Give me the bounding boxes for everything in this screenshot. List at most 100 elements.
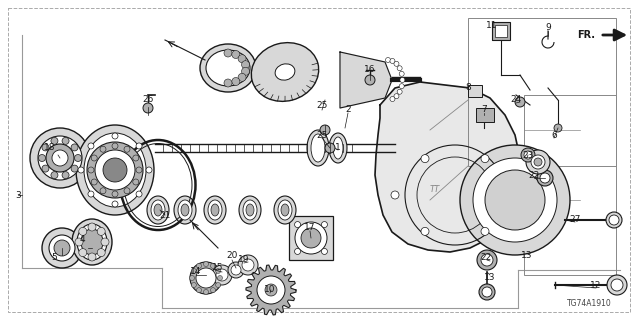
Circle shape — [92, 179, 97, 185]
Ellipse shape — [174, 196, 196, 224]
Text: 14: 14 — [190, 268, 202, 276]
Circle shape — [211, 288, 216, 292]
Text: 25: 25 — [316, 131, 328, 140]
Circle shape — [394, 61, 399, 66]
Circle shape — [320, 125, 330, 135]
Circle shape — [537, 170, 553, 186]
Circle shape — [75, 238, 83, 246]
Circle shape — [78, 167, 84, 173]
Circle shape — [51, 172, 58, 179]
Circle shape — [606, 212, 622, 228]
Circle shape — [38, 155, 45, 162]
Text: 5: 5 — [51, 252, 57, 261]
Circle shape — [515, 97, 525, 107]
Circle shape — [196, 263, 202, 268]
Text: 3: 3 — [15, 190, 21, 199]
Circle shape — [238, 255, 258, 275]
Circle shape — [216, 269, 228, 281]
Circle shape — [146, 167, 152, 173]
Circle shape — [400, 77, 405, 83]
Circle shape — [238, 55, 246, 63]
Bar — [468, 85, 482, 97]
Circle shape — [112, 133, 118, 139]
Circle shape — [399, 71, 404, 76]
Circle shape — [511, 191, 519, 199]
Circle shape — [216, 283, 221, 287]
Ellipse shape — [252, 43, 319, 101]
Circle shape — [534, 158, 542, 166]
Circle shape — [74, 155, 81, 162]
Ellipse shape — [72, 219, 112, 265]
Ellipse shape — [147, 196, 169, 224]
Circle shape — [460, 145, 570, 255]
Circle shape — [238, 73, 246, 81]
Text: 16: 16 — [364, 66, 376, 75]
Ellipse shape — [204, 196, 226, 224]
Circle shape — [385, 58, 390, 62]
Circle shape — [124, 188, 130, 194]
Text: 19: 19 — [238, 255, 250, 265]
Text: 24: 24 — [510, 95, 522, 105]
Bar — [289, 216, 333, 260]
Circle shape — [224, 79, 232, 87]
Ellipse shape — [200, 44, 256, 92]
Text: 15: 15 — [212, 263, 224, 273]
Circle shape — [390, 59, 395, 63]
Circle shape — [196, 268, 216, 288]
Ellipse shape — [239, 196, 261, 224]
Circle shape — [301, 228, 321, 248]
Ellipse shape — [154, 204, 162, 216]
Ellipse shape — [329, 133, 347, 163]
Circle shape — [112, 143, 118, 149]
Circle shape — [485, 170, 545, 230]
Circle shape — [189, 276, 195, 281]
Ellipse shape — [208, 200, 222, 220]
Text: 18: 18 — [44, 143, 56, 153]
Polygon shape — [340, 52, 392, 108]
Circle shape — [257, 276, 285, 304]
Circle shape — [49, 235, 75, 261]
Circle shape — [481, 155, 489, 163]
Bar — [495, 25, 507, 37]
Ellipse shape — [178, 200, 192, 220]
Bar — [492, 22, 510, 40]
Circle shape — [136, 167, 142, 173]
Ellipse shape — [206, 50, 250, 86]
Polygon shape — [375, 82, 520, 252]
Ellipse shape — [211, 204, 219, 216]
Circle shape — [211, 263, 216, 268]
Circle shape — [124, 146, 130, 152]
Text: FR.: FR. — [577, 30, 595, 40]
Text: 23: 23 — [522, 150, 534, 159]
Circle shape — [143, 103, 153, 113]
Circle shape — [479, 284, 495, 300]
Text: TT: TT — [430, 186, 440, 195]
Ellipse shape — [181, 204, 189, 216]
Circle shape — [136, 143, 142, 149]
Circle shape — [88, 167, 94, 173]
Circle shape — [531, 155, 545, 169]
Text: 9: 9 — [545, 23, 551, 33]
Circle shape — [421, 155, 429, 163]
Circle shape — [241, 61, 250, 69]
Circle shape — [526, 150, 550, 174]
Text: 2: 2 — [345, 106, 351, 115]
Ellipse shape — [311, 134, 325, 162]
Text: 20: 20 — [227, 251, 237, 260]
Ellipse shape — [84, 133, 146, 207]
Text: 1: 1 — [335, 143, 341, 153]
Circle shape — [391, 191, 399, 199]
Polygon shape — [246, 265, 296, 315]
Text: 26: 26 — [142, 95, 154, 105]
Circle shape — [295, 222, 327, 254]
Ellipse shape — [243, 200, 257, 220]
Text: 12: 12 — [590, 281, 602, 290]
Circle shape — [321, 221, 328, 228]
Ellipse shape — [275, 64, 295, 80]
Circle shape — [97, 228, 105, 236]
Bar — [476, 108, 494, 122]
Circle shape — [481, 254, 493, 266]
Circle shape — [325, 143, 335, 153]
Circle shape — [232, 77, 240, 85]
Circle shape — [79, 249, 87, 257]
